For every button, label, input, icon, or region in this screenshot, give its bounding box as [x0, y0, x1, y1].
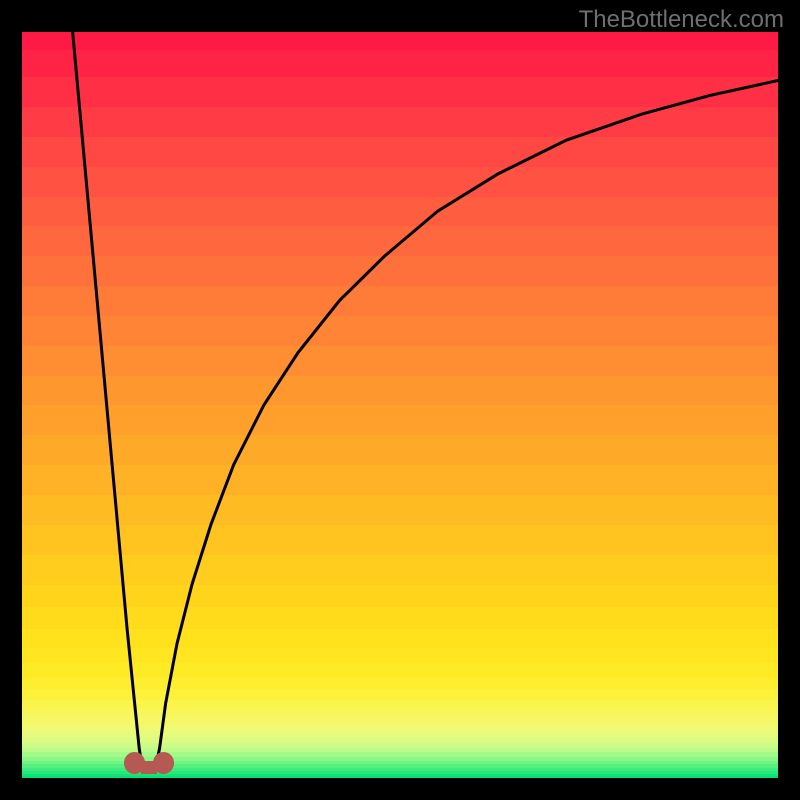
attribution-text: TheBottleneck.com [579, 6, 784, 34]
chart-curves-layer [22, 32, 778, 778]
chart-plot-area [22, 32, 778, 778]
bottleneck-marker-bridge [141, 761, 158, 774]
bottleneck-curve-right [157, 80, 778, 763]
bottleneck-curve-left [73, 32, 142, 763]
